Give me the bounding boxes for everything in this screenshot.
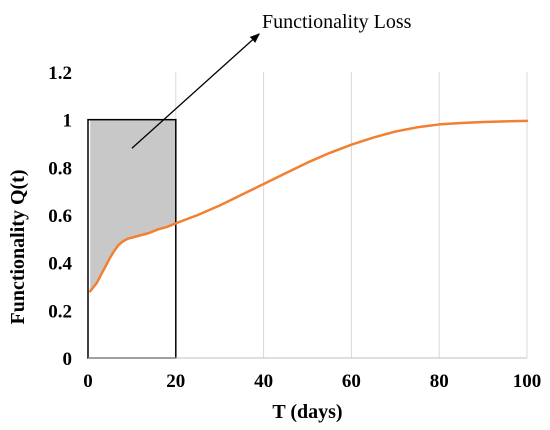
series-layer [88,119,529,293]
x-tick-label-5: 100 [513,371,542,392]
y-tick-label-1: 0.2 [48,301,72,322]
annotation-arrow [131,33,260,149]
x-tick-label-0: 0 [83,371,93,392]
x-tick-label-2: 40 [254,371,273,392]
annotation-text: Functionality Loss [262,11,412,33]
tick-labels: 0 20 40 60 80 100 0 0.2 0.4 0.6 0.8 1 1.2 [48,63,541,392]
x-tick-label-4: 80 [430,371,449,392]
shaded-region-layer [90,119,176,292]
x-tick-label-3: 60 [342,371,361,392]
y-tick-label-0: 0 [63,349,73,370]
y-tick-label-5: 1 [63,111,73,132]
x-axis-title: T (days) [272,401,342,423]
y-tick-label-3: 0.6 [48,206,72,227]
functionality-loss-area [90,119,176,292]
series-line-functionality [88,119,529,293]
y-tick-label-2: 0.4 [48,254,72,275]
y-tick-label-4: 0.8 [48,158,72,179]
y-tick-label-6: 1.2 [48,63,72,84]
y-axis-title: Functionality Q(t) [7,170,29,325]
x-tick-label-1: 20 [166,371,185,392]
grid [175,72,528,358]
annotation-layer: Functionality Loss [131,11,412,149]
